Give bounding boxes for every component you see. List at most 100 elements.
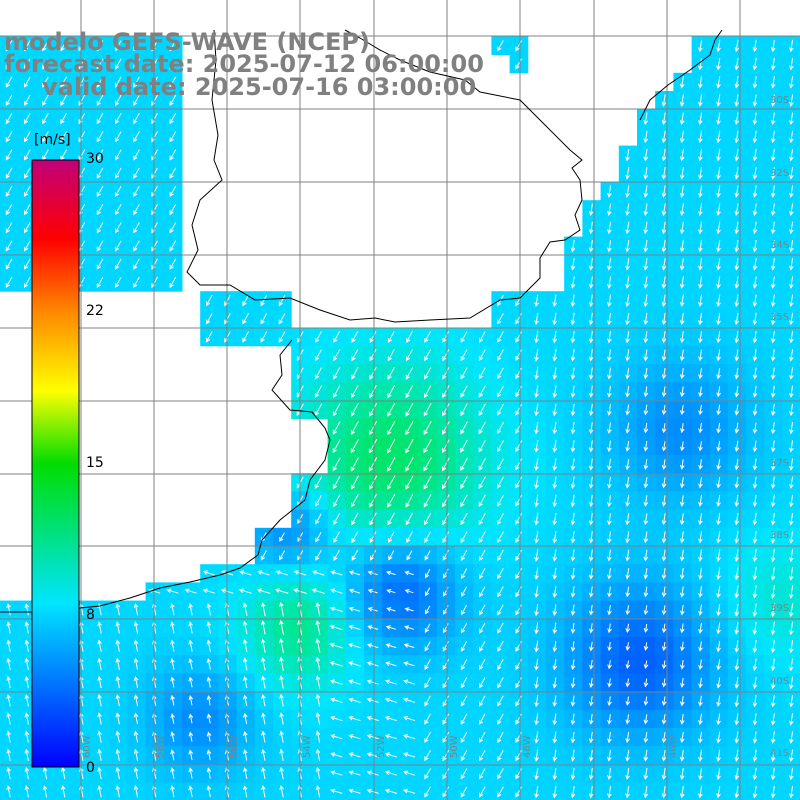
wind-arrow (770, 422, 776, 435)
wind-arrow (460, 786, 468, 798)
wind-arrow (716, 167, 721, 180)
wind-arrow (679, 112, 685, 126)
wind-arrow (97, 766, 102, 780)
wind-arrow (588, 276, 594, 289)
wind-arrow (406, 550, 413, 561)
wind-arrow (261, 785, 266, 798)
wind-arrow (643, 294, 649, 308)
wind-arrow (607, 239, 612, 253)
wind-arrow (424, 695, 431, 707)
wind-arrow (279, 656, 284, 671)
wind-arrow (332, 457, 341, 472)
wind-arrow (387, 331, 395, 344)
wind-arrow (770, 694, 776, 708)
wind-arrow (169, 258, 177, 270)
wind-arrow (752, 731, 758, 744)
wind-arrow (698, 94, 703, 107)
wind-arrow (351, 494, 359, 508)
wind-arrow (348, 715, 361, 722)
wind-arrow (661, 331, 667, 344)
wind-arrow (552, 294, 558, 308)
wind-arrow (625, 148, 630, 162)
wind-arrow (478, 421, 486, 435)
wind-arrow (24, 785, 30, 798)
wind-arrow (698, 312, 703, 326)
wind-arrow (404, 570, 414, 576)
wind-arrow (770, 658, 776, 672)
wind-arrow (643, 696, 649, 706)
wind-arrow (698, 677, 703, 689)
wind-arrow (752, 258, 758, 271)
wind-arrow (789, 713, 794, 726)
wind-arrow (789, 676, 794, 690)
wind-arrow (315, 367, 322, 380)
wind-arrow (643, 531, 649, 544)
wind-arrow (478, 476, 486, 489)
wind-arrow (133, 222, 140, 234)
wind-arrow (279, 638, 284, 654)
wind-arrow (734, 658, 740, 671)
colorbar-tick-8: 8 (86, 607, 95, 623)
wind-arrow (643, 203, 649, 217)
wind-arrow (170, 785, 175, 798)
wind-arrow (679, 549, 685, 562)
wind-arrow (552, 494, 558, 508)
wind-arrow (460, 403, 468, 417)
wind-arrow (789, 512, 794, 526)
wind-arrow (442, 349, 450, 362)
wind-arrow (442, 385, 450, 399)
wind-arrow (570, 258, 576, 271)
wind-arrow (698, 604, 703, 616)
wind-arrow (460, 713, 468, 725)
wind-arrow (170, 603, 175, 616)
lat-label: 39S (770, 603, 790, 614)
wind-arrow (570, 330, 576, 344)
wind-arrow (552, 312, 558, 326)
wind-arrow (679, 331, 685, 344)
wind-arrow (789, 112, 794, 126)
wind-arrow (752, 349, 758, 362)
wind-arrow (770, 585, 776, 599)
wind-arrow (770, 76, 776, 89)
wind-arrow (570, 713, 576, 726)
wind-arrow (734, 312, 740, 326)
wind-arrow (97, 712, 102, 725)
wind-arrow (330, 697, 343, 703)
wind-arrow (625, 167, 630, 180)
wind-arrow (643, 623, 649, 633)
wind-arrow (534, 785, 539, 799)
wind-arrow (698, 622, 703, 634)
wind-arrow (96, 204, 104, 216)
wind-arrow (315, 638, 321, 654)
wind-arrow (661, 276, 667, 289)
wind-arrow (368, 457, 378, 472)
wind-arrow (716, 477, 721, 489)
wind-arrow (497, 349, 504, 362)
wind-arrow (424, 768, 431, 780)
wind-arrow (643, 331, 649, 344)
wind-arrow (679, 94, 685, 107)
wind-arrow (770, 731, 776, 744)
wind-arrow (716, 239, 721, 253)
wind-arrow (534, 567, 539, 580)
wind-arrow (460, 457, 468, 472)
wind-arrow (115, 276, 122, 288)
wind-arrow (315, 748, 321, 761)
wind-arrow (716, 749, 721, 762)
wind-arrow (734, 167, 740, 180)
wind-arrow (752, 512, 758, 526)
wind-arrow (479, 331, 486, 343)
wind-arrow (315, 531, 322, 543)
wind-arrow (734, 622, 740, 635)
wind-arrow (607, 221, 612, 235)
wind-arrow (329, 606, 343, 612)
wind-arrow (403, 661, 415, 667)
wind-arrow (351, 403, 359, 417)
colorbar-tick-22: 22 (86, 303, 104, 319)
wind-arrow (661, 678, 667, 688)
wind-arrow (96, 276, 104, 288)
wind-arrow (588, 586, 594, 598)
wind-arrow (96, 131, 104, 143)
wind-arrow (698, 767, 703, 781)
wind-arrow (752, 458, 758, 471)
